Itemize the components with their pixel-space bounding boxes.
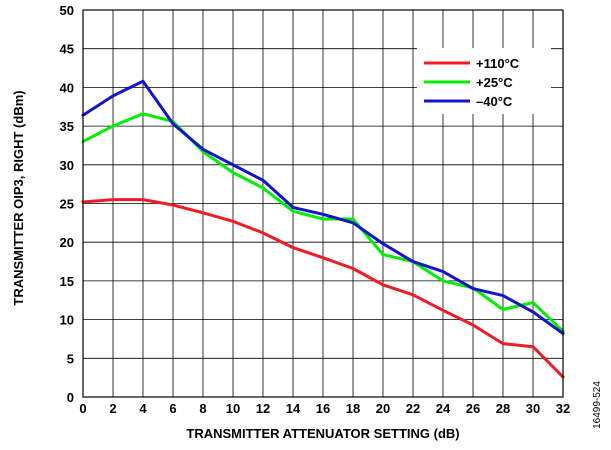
series-lines [81, 79, 565, 379]
legend-label-25c: +25°C [476, 75, 513, 90]
x-tick-label: 0 [79, 401, 86, 416]
y-axis-ticks: 0 5 10 15 20 25 30 35 40 45 50 [60, 3, 74, 405]
y-tick-label: 30 [60, 158, 74, 173]
x-tick-label: 14 [286, 401, 301, 416]
legend: +110°C +25°C –40°C [417, 48, 551, 114]
x-tick-label: 4 [139, 401, 147, 416]
legend-label-minus40c: –40°C [476, 94, 513, 109]
x-tick-label: 32 [556, 401, 570, 416]
x-tick-label: 8 [199, 401, 206, 416]
y-tick-label: 10 [60, 313, 74, 328]
y-tick-label: 25 [60, 197, 74, 212]
y-tick-label: 15 [60, 274, 74, 289]
y-tick-label: 50 [60, 3, 74, 18]
legend-label-110c: +110°C [476, 56, 520, 71]
plot-area-frame [82, 9, 564, 398]
x-axis-ticks: 0 2 4 6 8 10 12 14 16 18 20 22 24 26 28 30 32 [79, 401, 570, 416]
figure-id: 16499-524 [592, 381, 603, 429]
x-tick-label: 20 [376, 401, 390, 416]
x-tick-label: 12 [256, 401, 270, 416]
x-axis-title: TRANSMITTER ATTENUATOR SETTING (dB) [186, 426, 459, 441]
y-tick-label: 35 [60, 119, 74, 134]
y-tick-label: 0 [67, 390, 74, 405]
y-tick-label: 40 [60, 80, 74, 95]
x-tick-label: 24 [436, 401, 451, 416]
series-line-110c [81, 198, 565, 379]
series-line-25c [81, 112, 565, 333]
x-tick-label: 6 [169, 401, 176, 416]
x-tick-label: 28 [496, 401, 510, 416]
x-tick-label: 26 [466, 401, 480, 416]
x-tick-label: 2 [109, 401, 116, 416]
x-tick-label: 30 [526, 401, 540, 416]
y-tick-label: 20 [60, 235, 74, 250]
y-axis-title: TRANSMITTER OIP3, RIGHT (dBm) [11, 90, 26, 305]
series-line-minus40c [81, 79, 565, 335]
x-tick-label: 16 [316, 401, 330, 416]
y-tick-label: 45 [60, 42, 74, 57]
x-tick-label: 10 [226, 401, 240, 416]
x-tick-label: 22 [406, 401, 420, 416]
x-tick-label: 18 [346, 401, 360, 416]
y-tick-label: 5 [67, 351, 74, 366]
